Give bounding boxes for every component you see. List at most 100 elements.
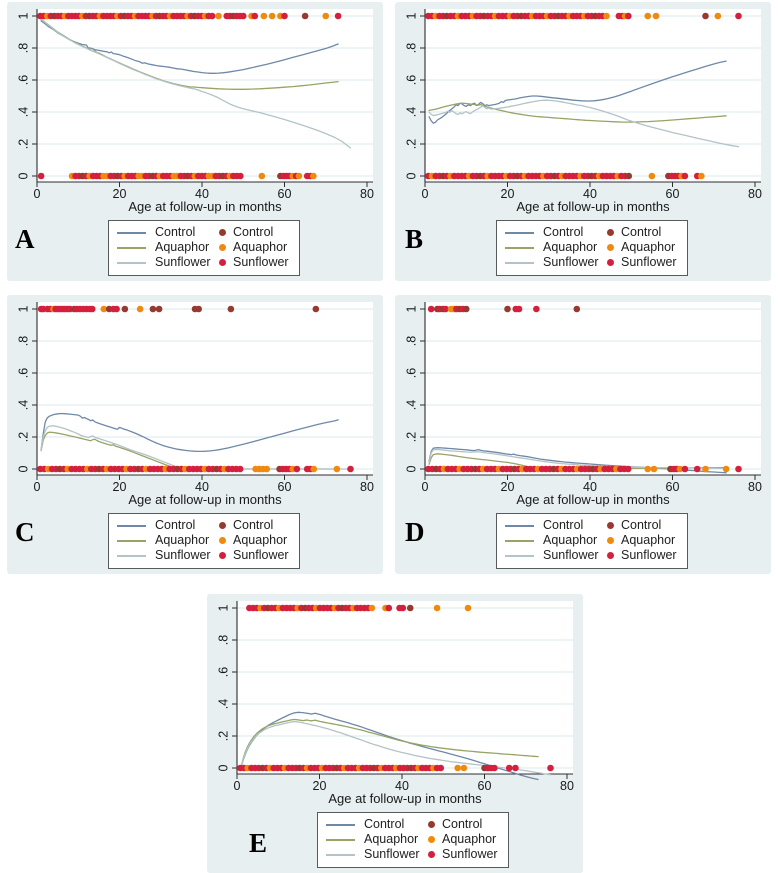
legend-box: Control Control Aquaphor Aquaphor Sunflo… [108, 220, 300, 276]
control-line-sample [505, 231, 534, 234]
svg-text:1: 1 [216, 604, 230, 611]
svg-text:1: 1 [404, 305, 418, 312]
svg-text:80: 80 [748, 187, 762, 201]
svg-text:40: 40 [395, 779, 409, 793]
legend-label-aquaphor-line: Aquaphor [364, 832, 419, 846]
aquaphor-dot-sample [218, 537, 226, 544]
panel-c-plot-area: 0 .2 .4 .6 .8 1 0 20 40 60 80 [16, 302, 374, 494]
svg-text:0: 0 [16, 465, 30, 472]
svg-text:.4: .4 [216, 699, 230, 709]
svg-text:0: 0 [404, 172, 418, 179]
svg-text:40: 40 [195, 187, 209, 201]
x-axis-label: Age at follow-up in months [128, 492, 282, 507]
svg-text:40: 40 [195, 480, 209, 494]
svg-text:20: 20 [113, 187, 127, 201]
legend-label-sunflower-line: Sunflower [155, 548, 211, 562]
aquaphor-line-sample [505, 246, 534, 249]
svg-text:1: 1 [16, 12, 30, 19]
panel-c-chart: 0 .2 .4 .6 .8 1 0 20 40 60 80 Age at follow-up in … [7, 295, 383, 574]
panel-e-chart: 0 .2 .4 .6 .8 1 0 20 40 60 80 Age at follow-up in … [207, 594, 583, 873]
svg-text:0: 0 [234, 779, 241, 793]
legend-label-aquaphor-line: Aquaphor [543, 240, 598, 254]
panel-b-chart: 0 .2 .4 .6 .8 1 0 20 40 60 80 Age at follow-up in … [395, 2, 771, 281]
svg-text:60: 60 [478, 779, 492, 793]
legend-label-sunflower-line: Sunflower [155, 255, 211, 269]
aquaphor-dot-sample [606, 537, 614, 544]
svg-text:0: 0 [422, 480, 429, 494]
panel-e-plot-area: 0 .2 .4 .6 .8 1 0 20 40 60 80 [216, 601, 574, 793]
x-axis-label: Age at follow-up in months [516, 492, 670, 507]
legend-label-control-line: Control [364, 817, 405, 831]
svg-text:.6: .6 [404, 368, 418, 378]
svg-text:.6: .6 [16, 75, 30, 85]
legend-label-control-line: Control [543, 225, 584, 239]
svg-text:80: 80 [360, 480, 374, 494]
sunflower-dot-sample [218, 259, 226, 266]
legend-label-aquaphor-dot: Aquaphor [442, 832, 497, 846]
x-axis-label: Age at follow-up in months [128, 199, 282, 214]
svg-text:40: 40 [583, 187, 597, 201]
legend-label-aquaphor-line: Aquaphor [155, 240, 210, 254]
svg-text:.8: .8 [404, 43, 418, 53]
svg-text:1: 1 [16, 305, 30, 312]
legend-label-control-dot: Control [442, 817, 483, 831]
panel-a-plot-area: 0 .2 .4 .6 .8 1 0 20 40 60 80 [16, 9, 374, 201]
aquaphor-dot-sample [427, 836, 435, 843]
legend-label-sunflower-line: Sunflower [543, 548, 599, 562]
control-dot-sample [606, 522, 614, 529]
legend-box: Control Control Aquaphor Aquaphor Sunflo… [108, 513, 300, 569]
legend-label-sunflower-dot: Sunflower [442, 847, 498, 861]
svg-text:40: 40 [583, 480, 597, 494]
svg-text:.2: .2 [404, 139, 418, 149]
legend-box: Control Control Aquaphor Aquaphor Sunflo… [317, 812, 509, 868]
legend-label-sunflower-dot: Sunflower [233, 255, 289, 269]
svg-text:20: 20 [113, 480, 127, 494]
panel-letter-e: E [249, 828, 268, 858]
sunflower-line-sample [326, 853, 355, 856]
panel-letter-b: B [405, 224, 424, 254]
svg-text:60: 60 [278, 187, 292, 201]
control-dot-sample [427, 821, 435, 828]
svg-text:20: 20 [501, 187, 515, 201]
aquaphor-dot-sample [606, 244, 614, 251]
control-dot-sample [218, 522, 226, 529]
control-line-sample [326, 823, 355, 826]
sunflower-line-sample [505, 554, 534, 557]
sunflower-line-sample [117, 554, 146, 557]
svg-text:.8: .8 [16, 336, 30, 346]
legend-label-aquaphor-dot: Aquaphor [621, 240, 676, 254]
aquaphor-line-sample [117, 539, 146, 542]
legend-label-aquaphor-line: Aquaphor [543, 533, 598, 547]
sunflower-line-sample [117, 261, 146, 264]
svg-text:.4: .4 [16, 400, 30, 410]
aquaphor-line-sample [117, 246, 146, 249]
svg-text:80: 80 [560, 779, 574, 793]
svg-text:60: 60 [666, 187, 680, 201]
legend-box: Control Control Aquaphor Aquaphor Sunflo… [496, 220, 688, 276]
control-line-sample [117, 524, 146, 527]
sunflower-dot-sample [427, 851, 435, 858]
svg-text:0: 0 [216, 764, 230, 771]
control-line-sample [117, 231, 146, 234]
svg-text:1: 1 [404, 12, 418, 19]
svg-text:.2: .2 [16, 139, 30, 149]
legend-label-control-line: Control [155, 225, 196, 239]
sunflower-dot-sample [606, 552, 614, 559]
legend-label-sunflower-line: Sunflower [364, 847, 420, 861]
svg-text:.2: .2 [16, 432, 30, 442]
svg-text:60: 60 [666, 480, 680, 494]
control-line-sample [505, 524, 534, 527]
x-axis-label: Age at follow-up in months [328, 791, 482, 806]
sunflower-line-sample [505, 261, 534, 264]
svg-text:0: 0 [16, 172, 30, 179]
svg-text:.8: .8 [404, 336, 418, 346]
svg-text:.8: .8 [16, 43, 30, 53]
svg-text:.4: .4 [404, 400, 418, 410]
legend-label-aquaphor-line: Aquaphor [155, 533, 210, 547]
svg-text:0: 0 [34, 187, 41, 201]
svg-text:60: 60 [278, 480, 292, 494]
x-axis-label: Age at follow-up in months [516, 199, 670, 214]
panel-letter-c: C [15, 517, 35, 547]
aquaphor-line-sample [326, 838, 355, 841]
